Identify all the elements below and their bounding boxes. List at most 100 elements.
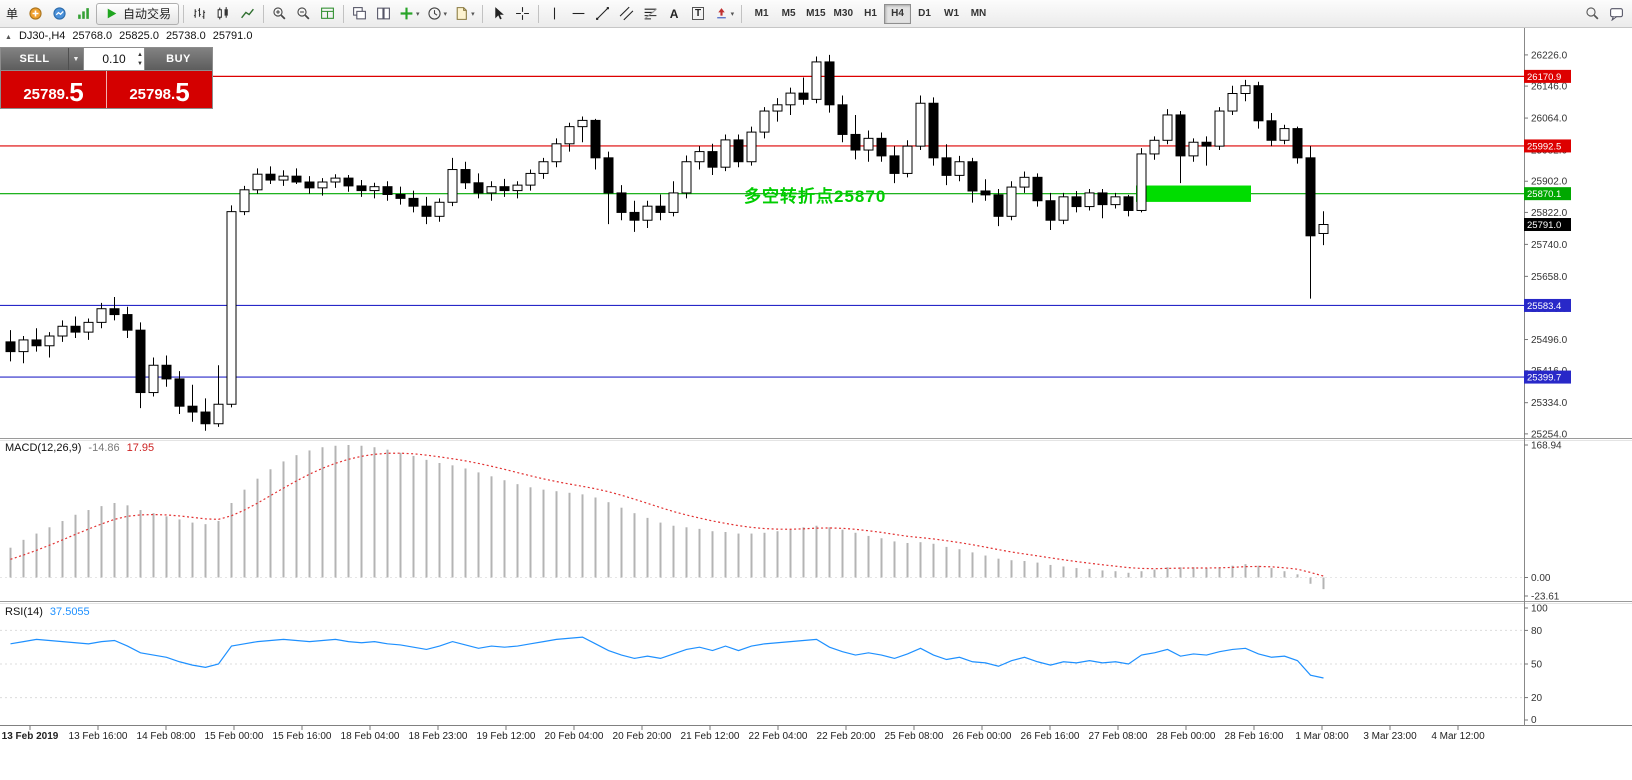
fibonacci-icon — [643, 8, 657, 20]
timeframe-button-m1[interactable]: M1 — [748, 4, 775, 24]
time-tick-label: 28 Feb 00:00 — [1157, 731, 1216, 742]
trade-panel-prices: 25789. 5 25798. 5 — [1, 71, 212, 108]
candle — [980, 190, 991, 196]
market-watch-button[interactable] — [48, 3, 71, 25]
cursor-icon — [494, 7, 504, 20]
arrows-button[interactable]: ▾ — [711, 3, 738, 25]
timeframe-button-h4[interactable]: H4 — [884, 3, 911, 24]
zoom-in-button[interactable] — [268, 3, 291, 25]
line-chart-icon — [241, 8, 254, 19]
candle — [395, 193, 406, 199]
candle — [1149, 139, 1160, 155]
trade-options-dropdown[interactable]: ▼ — [68, 48, 83, 70]
timeframe-button-d1[interactable]: D1 — [911, 4, 938, 24]
candle — [434, 201, 445, 217]
fibonacci-button[interactable] — [639, 3, 662, 25]
channel-button[interactable] — [615, 3, 638, 25]
timeframe-button-h1[interactable]: H1 — [857, 4, 884, 24]
indicators-button[interactable]: ▾ — [396, 3, 423, 25]
candle — [1136, 153, 1147, 211]
highlight-rectangle[interactable] — [1136, 185, 1251, 202]
candle — [1123, 196, 1134, 211]
candle — [96, 308, 107, 323]
timeframe-button-m30[interactable]: M30 — [830, 4, 857, 24]
tile-windows-button[interactable] — [316, 3, 339, 25]
new-order-button[interactable] — [24, 3, 47, 25]
line-chart-button[interactable] — [236, 3, 259, 25]
candle — [1175, 114, 1186, 157]
time-tick-label: 15 Feb 00:00 — [205, 731, 264, 742]
time-tick-label: 18 Feb 23:00 — [409, 731, 468, 742]
candle — [1162, 114, 1173, 141]
arrange-windows-button[interactable] — [372, 3, 395, 25]
candle — [954, 161, 965, 176]
sell-button[interactable]: SELL — [1, 48, 68, 70]
price-level-label — [1524, 187, 1571, 201]
toolbar-separator — [537, 4, 539, 23]
candle — [993, 194, 1004, 217]
time-tick-label: 15 Feb 16:00 — [273, 731, 332, 742]
menu-text[interactable]: 单 — [6, 7, 19, 21]
candle — [187, 405, 198, 413]
rsi-tick-label: 20 — [1531, 693, 1543, 704]
text-button[interactable]: A — [663, 3, 686, 25]
buy-price-big-digit: 5 — [175, 77, 190, 107]
timeframe-button-mn[interactable]: MN — [965, 4, 992, 24]
candle — [1058, 196, 1069, 221]
periods-button[interactable]: ▾ — [424, 3, 451, 25]
time-axis[interactable] — [29, 726, 1459, 730]
candle — [369, 186, 380, 192]
lot-size-field[interactable]: 0.10 ▲ ▼ — [83, 48, 145, 70]
zoom-out-button[interactable] — [292, 3, 315, 25]
time-tick-label: 18 Feb 04:00 — [341, 731, 400, 742]
candles-group — [5, 54, 1329, 431]
candle — [330, 177, 341, 183]
top-toolbar: 单 自动交易 ▾ ▾ ▾ A T ▾ M1 M5 M15 M30 H1 H4 D1 W1 MN — [0, 0, 1632, 28]
candlestick-chart-button[interactable] — [212, 3, 235, 25]
signal-button[interactable] — [72, 3, 95, 25]
sell-price[interactable]: 25789. 5 — [1, 71, 107, 108]
price-tick-label: 25334.0 — [1531, 398, 1568, 409]
sell-price-main: 25789. — [23, 86, 70, 103]
time-tick-label: 28 Feb 16:00 — [1225, 731, 1284, 742]
candle — [317, 181, 328, 189]
bar-chart-button[interactable] — [188, 3, 211, 25]
text-t-icon: T — [692, 7, 705, 20]
lot-increase-button[interactable]: ▲ — [137, 51, 143, 58]
buy-price[interactable]: 25798. 5 — [107, 71, 212, 108]
price-level-label — [1524, 69, 1571, 83]
buy-button[interactable]: BUY — [145, 48, 212, 70]
price-tick-label: 25658.0 — [1531, 272, 1568, 283]
timeframe-button-m15[interactable]: M15 — [802, 4, 829, 24]
price-tick-label: 25254.0 — [1531, 429, 1568, 440]
candle — [551, 143, 562, 163]
timeframe-button-m5[interactable]: M5 — [775, 4, 802, 24]
macd-tick-label: -23.61 — [1531, 592, 1560, 603]
candle — [733, 139, 744, 163]
horizontal-line-button[interactable] — [567, 3, 590, 25]
cursor-button[interactable] — [487, 3, 510, 25]
label-button[interactable]: T — [687, 3, 710, 25]
candle — [577, 119, 588, 128]
time-tick-label: 14 Feb 08:00 — [137, 731, 196, 742]
candle — [31, 339, 42, 347]
price-level-label-text: 25870.1 — [1527, 189, 1561, 200]
templates-button[interactable]: ▾ — [451, 3, 478, 25]
candle — [499, 186, 510, 192]
tile-windows-icon — [321, 7, 334, 19]
timeframe-button-w1[interactable]: W1 — [938, 4, 965, 24]
candle — [811, 61, 822, 100]
chat-button[interactable] — [1605, 3, 1628, 25]
trendline-button[interactable] — [591, 3, 614, 25]
search-button[interactable] — [1581, 3, 1604, 25]
autotrading-button[interactable]: 自动交易 — [96, 2, 180, 25]
candle — [343, 177, 354, 187]
lot-decrease-button[interactable]: ▼ — [137, 60, 143, 67]
candle — [304, 181, 315, 189]
cascade-windows-button[interactable] — [348, 3, 371, 25]
horizontal-line-icon — [572, 12, 584, 15]
macd-tick-label: 168.94 — [1531, 441, 1562, 452]
vertical-line-button[interactable] — [543, 3, 566, 25]
crosshair-button[interactable] — [511, 3, 534, 25]
